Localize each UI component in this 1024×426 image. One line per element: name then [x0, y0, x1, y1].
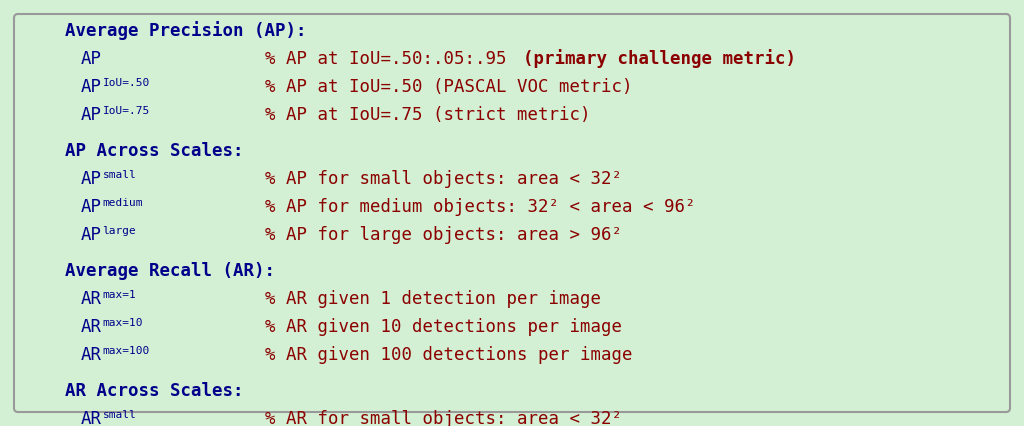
- Text: small: small: [102, 170, 136, 180]
- Text: % AR given 100 detections per image: % AR given 100 detections per image: [265, 346, 633, 364]
- Text: % AR for small objects: area < 32²: % AR for small objects: area < 32²: [265, 410, 622, 426]
- Text: AR: AR: [81, 346, 102, 364]
- Text: max=1: max=1: [102, 290, 136, 300]
- Text: % AP at IoU=.50:.05:.95: % AP at IoU=.50:.05:.95: [265, 50, 517, 68]
- Text: AR Across Scales:: AR Across Scales:: [65, 382, 244, 400]
- Text: AP: AP: [81, 50, 102, 68]
- Text: % AP for large objects: area > 96²: % AP for large objects: area > 96²: [265, 226, 622, 244]
- Text: AP: AP: [81, 106, 102, 124]
- Text: small: small: [102, 410, 136, 420]
- Text: AR: AR: [81, 318, 102, 336]
- FancyBboxPatch shape: [14, 14, 1010, 412]
- Text: AP: AP: [81, 226, 102, 244]
- Text: AP Across Scales:: AP Across Scales:: [65, 142, 244, 160]
- Text: % AP at IoU=.50 (PASCAL VOC metric): % AP at IoU=.50 (PASCAL VOC metric): [265, 78, 633, 96]
- Text: large: large: [102, 226, 136, 236]
- Text: % AR given 1 detection per image: % AR given 1 detection per image: [265, 290, 601, 308]
- Text: IoU=.50: IoU=.50: [102, 78, 150, 88]
- Text: max=100: max=100: [102, 346, 150, 356]
- Text: % AP at IoU=.75 (strict metric): % AP at IoU=.75 (strict metric): [265, 106, 591, 124]
- Text: AR: AR: [81, 290, 102, 308]
- Text: max=10: max=10: [102, 318, 143, 328]
- Text: % AP for small objects: area < 32²: % AP for small objects: area < 32²: [265, 170, 622, 188]
- Text: medium: medium: [102, 198, 143, 208]
- Text: IoU=.75: IoU=.75: [102, 106, 150, 116]
- Text: AP: AP: [81, 198, 102, 216]
- Text: Average Precision (AP):: Average Precision (AP):: [65, 21, 306, 40]
- Text: (primary challenge metric): (primary challenge metric): [523, 49, 797, 68]
- Text: Average Recall (AR):: Average Recall (AR):: [65, 262, 275, 280]
- Text: AR: AR: [81, 410, 102, 426]
- Text: AP: AP: [81, 78, 102, 96]
- Text: % AP for medium objects: 32² < area < 96²: % AP for medium objects: 32² < area < 96…: [265, 198, 695, 216]
- Text: AP: AP: [81, 170, 102, 188]
- Text: % AR given 10 detections per image: % AR given 10 detections per image: [265, 318, 622, 336]
